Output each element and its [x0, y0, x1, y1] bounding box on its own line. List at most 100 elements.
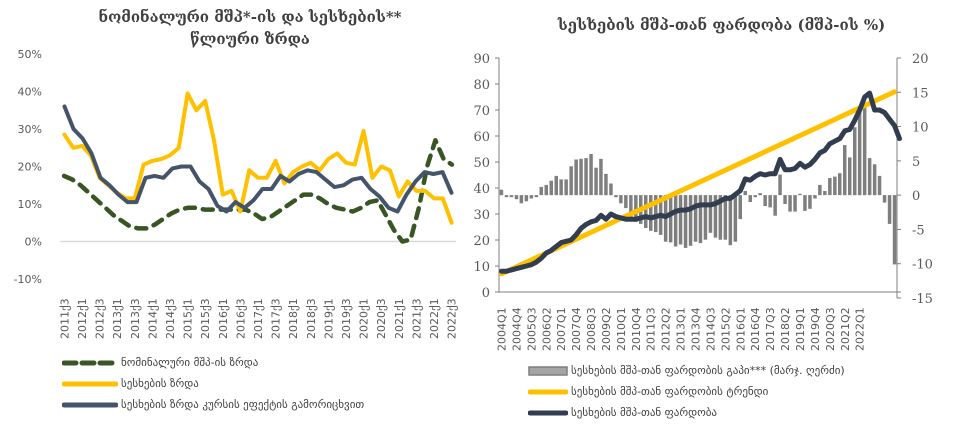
gap-bar — [619, 195, 623, 204]
right-x-tick-label: 2021Q2 — [839, 307, 852, 351]
right-x-tick-label: 2014Q3 — [704, 307, 717, 351]
right-x-tick-label: 2012Q2 — [660, 307, 673, 351]
gap-bar — [718, 195, 723, 240]
right-x-tick-label: 2010Q4 — [630, 307, 643, 351]
gap-bar — [614, 195, 618, 198]
right-right-y-tick-label: 10 — [912, 121, 929, 136]
right-right-y-tick-label: 15 — [912, 86, 929, 101]
left-legend: ნომინალური მშპ-ის ზრდა სესხების ზრდა სეს… — [62, 352, 364, 415]
left-chart-title: ნომინალური მშპ*-ის და სესხების** წლიური … — [40, 6, 460, 50]
gap-bar — [519, 195, 524, 204]
gap-bar — [803, 195, 807, 211]
legend-item-nominal-gdp: ნომინალური მშპ-ის ზრდა — [62, 352, 364, 373]
gap-bar — [887, 195, 892, 224]
right-right-y-tick-label: -15 — [912, 292, 933, 307]
right-x-tick-label: 2019Q1 — [794, 307, 807, 351]
gap-bar — [678, 195, 683, 245]
left-x-tick-label: 2020ქ3 — [375, 298, 388, 339]
right-x-tick-label: 2013Q1 — [675, 307, 688, 351]
left-chart-title-line-2: წლიური ზრდა — [190, 30, 310, 48]
left-x-tick-label: 2018ქ3 — [305, 298, 318, 339]
left-x-tick-label: 2016ქ3 — [234, 298, 247, 339]
gap-bar — [693, 195, 698, 242]
gap-bar — [634, 195, 638, 222]
left-x-tick-label: 2012ქ3 — [94, 298, 107, 339]
legend-swatch-dashed-green — [62, 360, 118, 365]
gap-bar — [554, 175, 558, 196]
gap-bar — [524, 195, 529, 202]
right-left-y-tick-label: 10 — [473, 260, 490, 275]
gap-bar — [748, 195, 752, 202]
legend-label-nominal-gdp: ნომინალური მშპ-ის ზრდა — [121, 356, 259, 369]
left-y-tick-label: 50% — [18, 48, 42, 61]
gap-bar — [843, 145, 847, 196]
legend-swatch-dark — [528, 410, 568, 415]
right-chart-title: სესხების მშპ-თან ფარდობა (მშპ-ის %) — [557, 16, 886, 34]
legend-item-loan-growth-fx-adjusted: სესხების ზრდა კურსის ეფექტის გამორიცხვით — [62, 394, 364, 415]
right-right-y-tick-label: 5 — [912, 155, 920, 170]
gap-bar — [624, 195, 628, 209]
right-left-y-tick-label: 60 — [473, 130, 490, 145]
gap-bar — [793, 195, 797, 212]
left-x-tick-label: 2022ქ3 — [446, 298, 459, 339]
gap-bar — [877, 175, 882, 196]
left-x-tick-label: 2015ქ3 — [199, 298, 212, 339]
left-x-tick-label: 2021ქ1 — [393, 298, 406, 339]
gap-bar — [788, 195, 792, 212]
left-x-tick-label: 2014ქ1 — [146, 298, 159, 339]
left-x-tick-label: 2022ქ1 — [428, 298, 441, 339]
gap-bar — [708, 195, 713, 233]
right-x-tick-label: 2010Q1 — [615, 307, 628, 351]
legend-label-trend: სესხების მშპ-თან ფარდობის ტრენდი — [571, 385, 769, 398]
gap-bar — [882, 195, 887, 203]
gap-bar — [813, 195, 817, 199]
gap-bar — [848, 157, 852, 196]
legend-item-gap: სესხების მშპ-თან ფარდობის გაპი*** (მარჯ.… — [528, 360, 845, 381]
gap-bar — [763, 195, 767, 207]
right-right-y-tick-label: -10 — [912, 258, 933, 273]
gap-bar — [713, 195, 718, 238]
gap-bar — [723, 195, 728, 240]
right-x-tick-label: 2009Q2 — [600, 307, 613, 351]
gap-bar — [823, 191, 827, 196]
right-right-y-tick-label: 0 — [912, 189, 920, 204]
gap-bar — [743, 191, 747, 196]
gap-bar — [853, 127, 857, 196]
gap-bar — [529, 195, 534, 199]
gap-bar — [649, 195, 653, 231]
gap-bar — [768, 195, 772, 208]
gap-bar — [668, 195, 673, 243]
gap-bar — [773, 195, 777, 216]
left-x-tick-label: 2019ქ1 — [322, 298, 335, 339]
right-x-tick-label: 2017Q3 — [764, 307, 777, 351]
gap-bar — [857, 111, 862, 196]
legend-item-trend: სესხების მშპ-თან ფარდობის ტრენდი — [528, 381, 845, 402]
gap-bar — [509, 195, 514, 198]
gap-bar — [644, 195, 648, 228]
left-series-line-0 — [61, 138, 455, 244]
left-x-tick-label: 2020ქ1 — [358, 298, 371, 339]
right-right-y-tick-label: 20 — [912, 52, 929, 67]
legend-swatch-slate — [62, 402, 118, 407]
gap-bar — [862, 103, 867, 196]
right-x-tick-label: 2020Q3 — [824, 307, 837, 351]
gap-bar — [833, 176, 837, 196]
gap-bar — [838, 173, 842, 196]
left-x-tick-label: 2012ქ1 — [76, 298, 89, 339]
left-y-tick-label: 10% — [18, 198, 42, 211]
gap-bar — [733, 195, 738, 242]
right-left-y-tick-label: 70 — [473, 104, 490, 119]
left-x-tick-label: 2013ქ1 — [111, 298, 124, 339]
gap-bar — [569, 166, 573, 196]
gap-bar — [504, 195, 509, 198]
right-left-y-tick-label: 40 — [473, 182, 490, 197]
right-x-tick-label: 2016Q4 — [749, 307, 762, 351]
legend-item-ratio: სესხების მშპ-თან ფარდობა — [528, 402, 845, 423]
right-x-tick-label: 2004Q4 — [510, 307, 523, 351]
gap-bar — [828, 178, 832, 196]
left-x-tick-label: 2014ქ3 — [164, 298, 177, 339]
right-x-tick-label: 2019Q4 — [809, 307, 822, 351]
left-y-tick-label: 40% — [18, 86, 42, 99]
gap-bar — [534, 195, 539, 198]
